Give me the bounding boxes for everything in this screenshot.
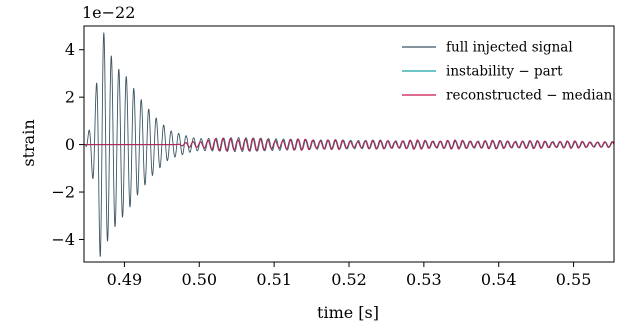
x-tick-label: 0.49 bbox=[107, 270, 143, 289]
y-tick-label: 2 bbox=[65, 88, 75, 107]
x-tick-label: 0.52 bbox=[331, 270, 367, 289]
legend-label: instability − part bbox=[446, 64, 563, 80]
x-tick-label: 0.51 bbox=[256, 270, 292, 289]
series-line-2 bbox=[84, 137, 614, 152]
y-tick-label: −2 bbox=[51, 183, 75, 202]
legend: full injected signal instability − part re… bbox=[402, 40, 613, 104]
y-tick-label: −4 bbox=[51, 230, 75, 249]
y-tick-label: 0 bbox=[65, 135, 75, 154]
y-offset-label: 1e−22 bbox=[82, 3, 135, 22]
axes: 0.49 0.50 0.51 0.52 0.53 0.54 0.55 4 2 0 −2 −4 bbox=[51, 25, 615, 289]
legend-label: reconstructed − median bbox=[446, 88, 613, 104]
x-tick-label: 0.55 bbox=[556, 270, 592, 289]
x-tick-label: 0.50 bbox=[181, 270, 217, 289]
y-axis-label: strain bbox=[19, 119, 38, 166]
x-tick-label: 0.54 bbox=[481, 270, 517, 289]
legend-label: full injected signal bbox=[446, 40, 573, 56]
plot-area bbox=[84, 32, 614, 257]
x-axis-label: time [s] bbox=[317, 303, 379, 322]
x-tick-label: 0.53 bbox=[406, 270, 442, 289]
y-tick-label: 4 bbox=[65, 40, 75, 59]
